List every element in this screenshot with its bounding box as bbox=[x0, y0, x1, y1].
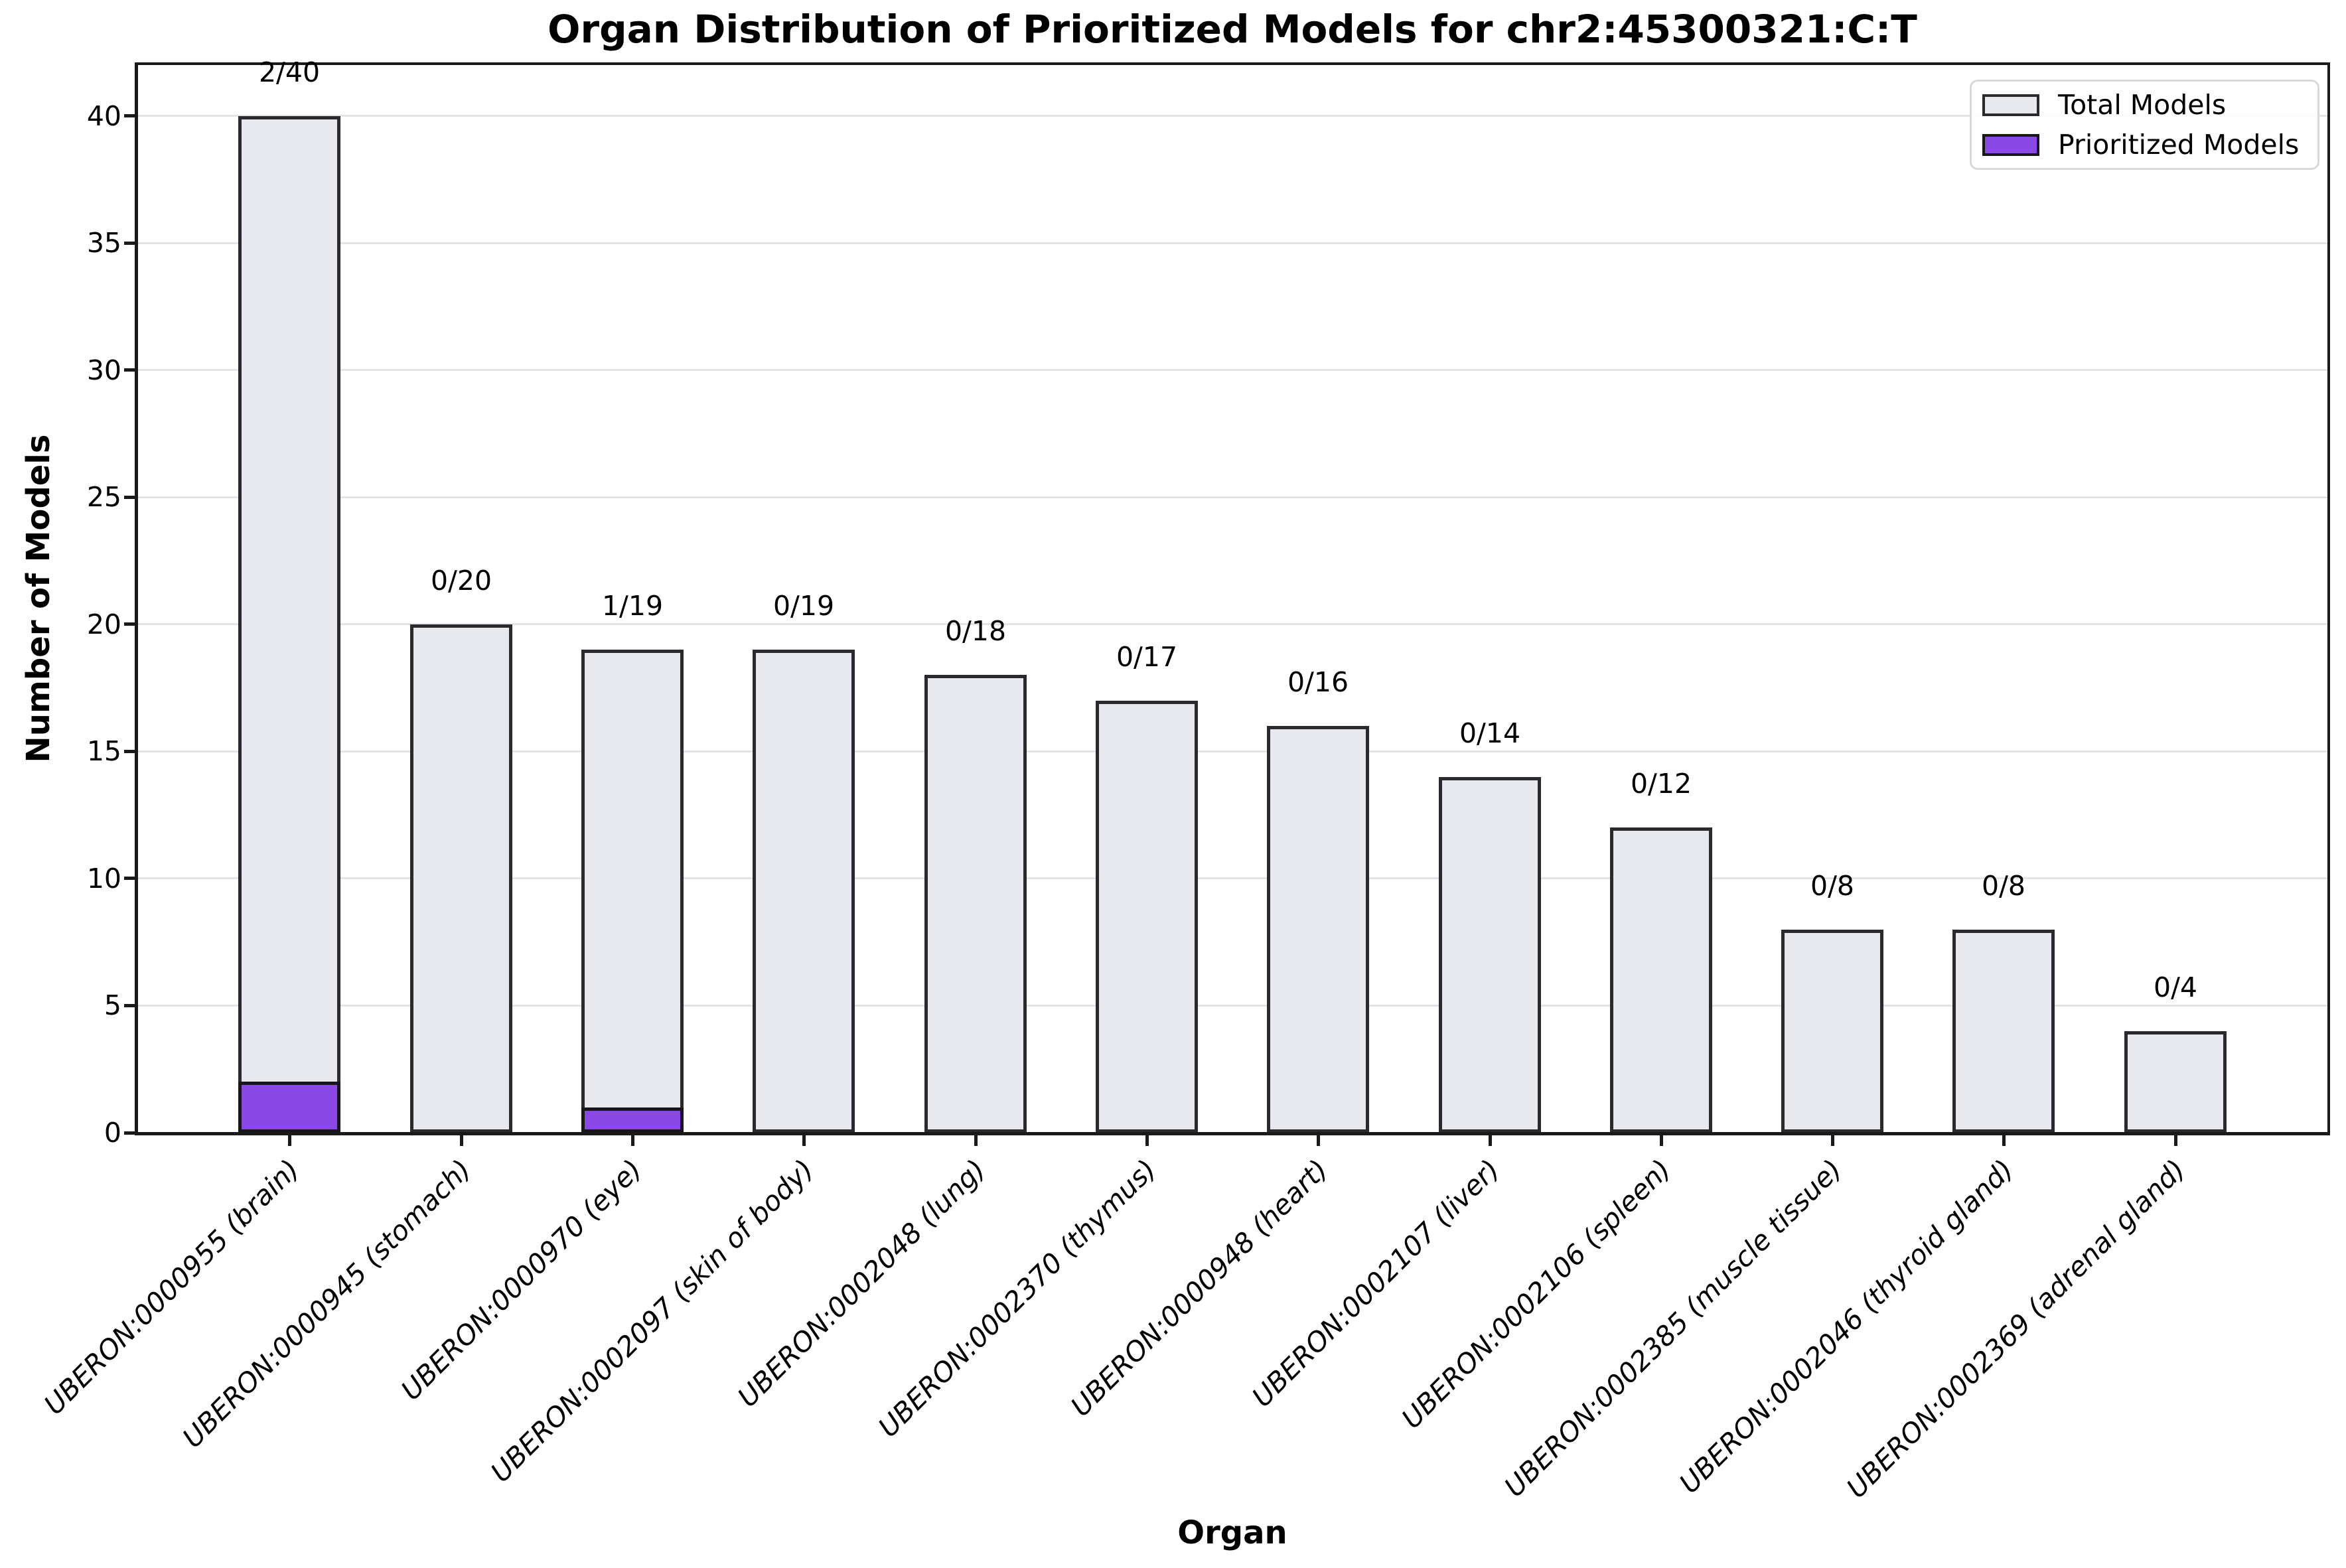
legend-swatch-total-models bbox=[1982, 94, 2039, 116]
legend-item-total-models: Total Models bbox=[1982, 90, 2317, 119]
bar-total-models bbox=[1610, 827, 1712, 1133]
y-gridline bbox=[137, 496, 2327, 498]
legend-label-total-models: Total Models bbox=[2058, 89, 2227, 121]
bar-count-label: 0/16 bbox=[1287, 666, 1349, 698]
y-tick-mark bbox=[124, 368, 137, 372]
bar-total-models bbox=[753, 650, 855, 1133]
bar-total-models bbox=[410, 624, 512, 1133]
x-tick-mark bbox=[802, 1133, 806, 1146]
y-tick-mark bbox=[124, 877, 137, 881]
y-tick-label: 30 bbox=[86, 354, 121, 386]
x-tick-label: UBERON:0002106 (spleen) bbox=[1395, 1153, 1677, 1435]
x-tick-mark bbox=[1659, 1133, 1663, 1146]
x-tick-label: UBERON:0000945 (stomach) bbox=[176, 1153, 477, 1455]
y-gridline bbox=[137, 623, 2327, 626]
bar-count-label: 0/4 bbox=[2154, 971, 2197, 1003]
bar-total-models bbox=[1952, 930, 2055, 1133]
x-tick-mark bbox=[974, 1133, 978, 1146]
y-tick-mark bbox=[124, 622, 137, 626]
x-tick-mark bbox=[2002, 1133, 2006, 1146]
x-tick-mark bbox=[2173, 1133, 2177, 1146]
bar-count-label: 0/14 bbox=[1459, 717, 1521, 749]
x-tick-mark bbox=[1488, 1133, 1492, 1146]
y-tick-mark bbox=[124, 749, 137, 753]
y-tick-label: 20 bbox=[86, 608, 121, 640]
bar-total-models bbox=[581, 650, 684, 1133]
y-tick-label: 15 bbox=[86, 735, 121, 768]
x-tick-mark bbox=[1316, 1133, 1320, 1146]
y-tick-label: 10 bbox=[86, 862, 121, 894]
bar-count-label: 0/19 bbox=[772, 590, 835, 622]
x-tick-label: UBERON:0002370 (thymus) bbox=[872, 1153, 1163, 1444]
bar-count-label: 0/20 bbox=[430, 565, 492, 597]
legend: Total Models Prioritized Models bbox=[1970, 80, 2319, 170]
bar-prioritized-models bbox=[238, 1082, 340, 1133]
y-tick-label: 35 bbox=[86, 227, 121, 259]
legend-item-prioritized-models: Prioritized Models bbox=[1982, 130, 2317, 159]
x-tick-mark bbox=[1830, 1133, 1834, 1146]
y-gridline bbox=[137, 369, 2327, 372]
bar-total-models bbox=[1781, 930, 1883, 1133]
bar-count-label: 0/8 bbox=[1810, 870, 1854, 902]
bar-count-label: 0/8 bbox=[1982, 870, 2025, 902]
y-gridline bbox=[137, 115, 2327, 117]
bar-count-label: 0/12 bbox=[1630, 768, 1692, 800]
legend-swatch-prioritized-models bbox=[1982, 133, 2039, 156]
bar-total-models bbox=[1096, 701, 1198, 1133]
chart-title: Organ Distribution of Prioritized Models… bbox=[548, 7, 1917, 52]
bar-count-label: 0/18 bbox=[944, 615, 1007, 647]
legend-label-prioritized-models: Prioritized Models bbox=[2058, 129, 2300, 161]
bar-count-label: 1/19 bbox=[601, 590, 664, 622]
y-gridline bbox=[137, 750, 2327, 752]
bar-prioritized-models bbox=[581, 1107, 684, 1133]
bar-total-models bbox=[924, 675, 1027, 1133]
x-tick-mark bbox=[287, 1133, 291, 1146]
x-tick-label: UBERON:0002369 (adrenal gland) bbox=[1840, 1153, 2191, 1505]
bar-total-models bbox=[2124, 1031, 2227, 1133]
y-tick-label: 5 bbox=[104, 989, 121, 1022]
y-tick-mark bbox=[124, 1003, 137, 1007]
y-gridline bbox=[137, 1004, 2327, 1007]
x-axis-label: Organ bbox=[1177, 1514, 1287, 1551]
x-tick-mark bbox=[459, 1133, 463, 1146]
bar-total-models bbox=[1439, 777, 1541, 1133]
y-tick-mark bbox=[124, 114, 137, 118]
y-gridline bbox=[137, 242, 2327, 244]
y-gridline bbox=[137, 877, 2327, 880]
y-tick-mark bbox=[124, 241, 137, 245]
bar-count-label: 2/40 bbox=[258, 56, 321, 88]
x-tick-label: UBERON:0002385 (muscle tissue) bbox=[1498, 1153, 1848, 1504]
x-tick-mark bbox=[1145, 1133, 1149, 1146]
y-tick-label: 0 bbox=[104, 1117, 121, 1149]
y-tick-mark bbox=[124, 1131, 137, 1135]
y-tick-mark bbox=[124, 495, 137, 499]
x-tick-label: UBERON:0002097 (skin of body) bbox=[484, 1153, 820, 1489]
y-tick-label: 40 bbox=[86, 100, 121, 132]
bar-total-models bbox=[238, 116, 340, 1133]
bar-total-models bbox=[1267, 726, 1369, 1133]
y-tick-label: 25 bbox=[86, 481, 121, 514]
x-tick-label: UBERON:0002046 (thyroid gland) bbox=[1672, 1153, 2019, 1500]
bar-count-label: 0/17 bbox=[1116, 641, 1178, 673]
x-tick-mark bbox=[630, 1133, 634, 1146]
